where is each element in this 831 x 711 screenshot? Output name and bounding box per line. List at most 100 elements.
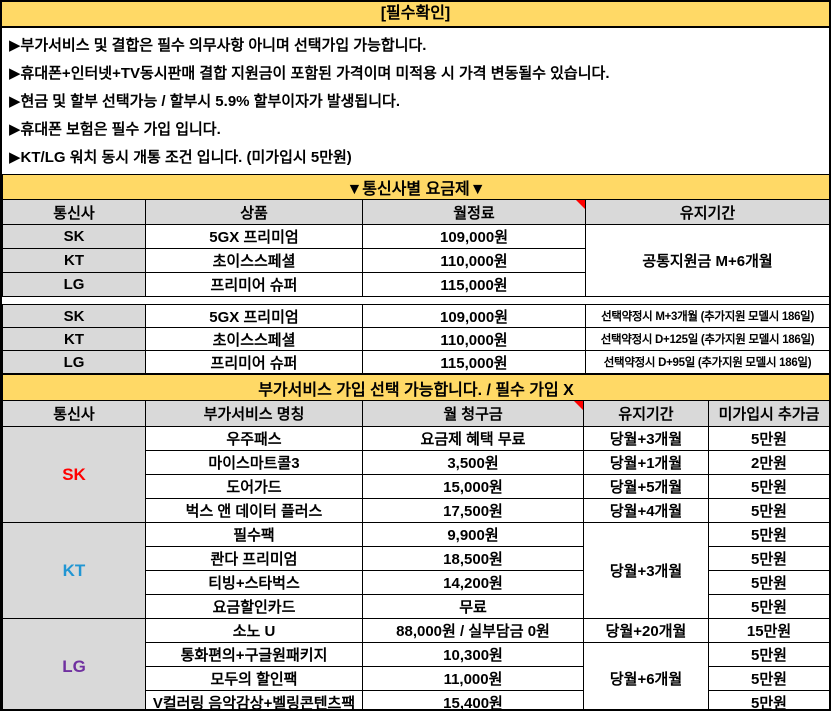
plans-section-header: ▼통신사별 요금제▼ — [2, 174, 829, 200]
retention-cell: 당월+20개월 — [583, 618, 709, 643]
table-row: KT 초이스스페셜 110,000원 — [2, 248, 830, 273]
retention-cell: 당월+4개월 — [583, 498, 709, 523]
carrier-cell: KT — [2, 248, 146, 273]
retention-cell: 선택약정시 D+95일 (추가지원 모델시 186일) — [584, 350, 829, 374]
retention-cell: 선택약정시 D+125일 (추가지원 모델시 186일) — [584, 327, 829, 351]
table-row: KT 필수팩 9,900원 당월+3개월 5만원 — [2, 522, 829, 619]
penalty-cell: 5만원 — [707, 690, 829, 709]
notice-line: ▶휴대폰 보험은 필수 가입 입니다. — [9, 121, 221, 138]
fee-cell: 115,000원 — [362, 272, 586, 297]
penalty-cell: 5만원 — [707, 594, 829, 619]
comment-indicator-icon — [576, 200, 585, 209]
fee-cell: 109,000원 — [362, 224, 586, 249]
charge-cell: 9,900원 — [362, 522, 584, 547]
carrier-cell-kt: KT — [2, 522, 146, 619]
table-row: 통화편의+구글원패키지 10,300원 당월+6개월 5만원 — [3, 642, 829, 709]
column-header-product: 상품 — [145, 199, 363, 225]
column-header-carrier: 통신사 — [2, 400, 146, 427]
product-cell: 5GX 프리미엄 — [145, 304, 363, 328]
carrier-cell: LG — [2, 272, 146, 297]
retention-cell-merged: 공통지원금 M+6개월 — [584, 224, 829, 297]
penalty-cell: 5만원 — [707, 570, 829, 595]
addon-name-cell: 요금할인카드 — [145, 594, 363, 619]
retention-cell: 당월+1개월 — [583, 450, 709, 475]
charge-cell: 무료 — [362, 594, 584, 619]
penalty-cell: 15만원 — [707, 618, 829, 643]
fee-cell: 109,000원 — [362, 304, 586, 328]
penalty-cell: 5만원 — [707, 546, 829, 571]
column-header-monthly-charge: 월 청구금 — [362, 400, 584, 427]
penalty-cell: 5만원 — [707, 666, 829, 691]
table-row: 모두의 할인팩 11,000원 5만원 — [3, 666, 829, 691]
table-row: 티빙+스타벅스 14,200원 5만원 — [3, 570, 829, 595]
plans-table: ▼통신사별 요금제▼ 통신사 상품 월정료 유지기간 SK 5GX 프리미엄 1… — [2, 174, 830, 374]
charge-cell: 15,000원 — [362, 474, 584, 499]
carrier-cell-sk: SK — [2, 426, 146, 523]
penalty-cell: 5만원 — [707, 522, 829, 547]
table-row: 콴다 프리미엄 18,500원 5만원 — [3, 546, 829, 571]
penalty-cell: 5만원 — [707, 474, 829, 499]
carrier-cell-lg: LG — [2, 618, 146, 709]
notice-line: ▶현금 및 할부 선택가능 / 할부시 5.9% 할부이자가 발생됩니다. — [9, 93, 401, 110]
addon-name-cell: 마이스마트콜3 — [145, 450, 363, 475]
table-row: LG 프리미어 슈퍼 115,000원 — [2, 272, 830, 297]
notice-line: ▶KT/LG 워치 동시 개통 조건 입니다. (미가입시 5만원) — [9, 149, 352, 166]
addon-name-cell: V컬러링 음악감상+벨링콘텐츠팩 — [145, 690, 363, 709]
carrier-cell: SK — [2, 224, 146, 249]
product-cell: 초이스스페셜 — [145, 327, 363, 351]
product-cell: 프리미어 슈퍼 — [145, 350, 363, 374]
addon-name-cell: 소노 U — [145, 618, 363, 643]
charge-cell: 14,200원 — [362, 570, 584, 595]
penalty-cell: 5만원 — [707, 498, 829, 523]
addons-table: 부가서비스 가입 선택 가능합니다. / 필수 가입 X 통신사 부가서비스 명… — [2, 374, 829, 709]
retention-cell: 선택약정시 M+3개월 (추가지원 모델시 186일) — [584, 304, 829, 328]
charge-cell: 17,500원 — [362, 498, 584, 523]
charge-cell: 18,500원 — [362, 546, 584, 571]
table-row: KT 초이스스페셜 110,000원 선택약정시 D+125일 (추가지원 모델… — [2, 327, 829, 351]
charge-cell: 88,000원 / 실부담금 0원 — [362, 618, 584, 643]
table-row: V컬러링 음악감상+벨링콘텐츠팩 15,400원 5만원 — [3, 690, 829, 709]
table-row: SK 우주패스 요금제 혜택 무료 당월+3개월 5만원 — [2, 426, 829, 523]
column-header-penalty: 미가입시 추가금 — [707, 400, 829, 427]
addon-name-cell: 도어가드 — [145, 474, 363, 499]
product-cell: 프리미어 슈퍼 — [145, 272, 363, 297]
fee-cell: 110,000원 — [362, 327, 586, 351]
retention-cell: 당월+3개월 — [583, 426, 709, 451]
table-row: 벅스 앤 데이터 플러스 17,500원 당월+4개월 5만원 — [3, 498, 829, 523]
separator-row — [2, 296, 829, 305]
retention-cell-merged: 당월+6개월 — [583, 642, 709, 709]
column-header-retention: 유지기간 — [583, 400, 709, 427]
charge-cell: 10,300원 — [362, 642, 584, 667]
notice-line: ▶휴대폰+인터넷+TV동시판매 결합 지원금이 포함된 가격이며 미적용 시 가… — [9, 65, 610, 82]
column-header-fee-label: 월정료 — [453, 204, 495, 222]
addon-name-cell: 벅스 앤 데이터 플러스 — [145, 498, 363, 523]
carrier-cell: SK — [2, 304, 146, 328]
table-row: 요금할인카드 무료 5만원 — [3, 594, 829, 619]
table-row: LG 소노 U 88,000원 / 실부담금 0원 당월+20개월 15만원 — [2, 618, 829, 709]
penalty-cell: 5만원 — [707, 426, 829, 451]
column-header-addon-name: 부가서비스 명칭 — [145, 400, 363, 427]
addon-name-cell: 필수팩 — [145, 522, 363, 547]
table-row: LG 프리미어 슈퍼 115,000원 선택약정시 D+95일 (추가지원 모델… — [2, 350, 829, 374]
table-row: SK 5GX 프리미엄 109,000원 공통지원금 M+6개월 — [2, 224, 829, 297]
comment-indicator-icon — [574, 401, 583, 410]
retention-cell-merged: 당월+3개월 — [583, 522, 709, 619]
column-header-carrier: 통신사 — [2, 199, 146, 225]
fee-cell: 115,000원 — [362, 350, 586, 374]
penalty-cell: 2만원 — [707, 450, 829, 475]
addon-name-cell: 콴다 프리미엄 — [145, 546, 363, 571]
addon-name-cell: 우주패스 — [145, 426, 363, 451]
table-row: 도어가드 15,000원 당월+5개월 5만원 — [3, 474, 829, 499]
column-header-monthly-charge-label: 월 청구금 — [443, 406, 503, 423]
charge-cell: 15,400원 — [362, 690, 584, 709]
penalty-cell: 5만원 — [707, 642, 829, 667]
carrier-cell: LG — [2, 350, 146, 374]
table-row: 마이스마트콜3 3,500원 당월+1개월 2만원 — [3, 450, 829, 475]
table-row: SK 5GX 프리미엄 109,000원 선택약정시 M+3개월 (추가지원 모… — [2, 304, 829, 328]
carrier-cell: KT — [2, 327, 146, 351]
notice-section: ▶부가서비스 및 결합은 필수 의무사항 아니며 선택가입 가능합니다. ▶휴대… — [2, 28, 829, 174]
fee-cell: 110,000원 — [362, 248, 586, 273]
addons-section-header: 부가서비스 가입 선택 가능합니다. / 필수 가입 X — [2, 374, 829, 401]
charge-cell: 3,500원 — [362, 450, 584, 475]
